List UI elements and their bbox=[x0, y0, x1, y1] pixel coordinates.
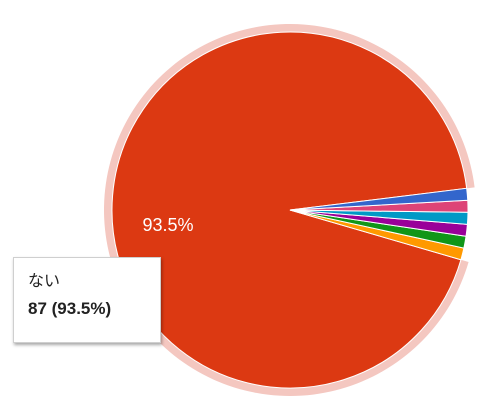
pie-slices bbox=[103, 24, 475, 397]
pie-slice-6[interactable] bbox=[289, 187, 469, 211]
tooltip-category: ない bbox=[28, 271, 61, 290]
tooltip: ない 87 (93.5%) bbox=[13, 257, 161, 343]
tooltip-value: 87 (93.5%) bbox=[28, 299, 112, 318]
pie-slice-nai[interactable] bbox=[111, 31, 468, 389]
slice-label-nai: 93.5% bbox=[142, 215, 193, 235]
